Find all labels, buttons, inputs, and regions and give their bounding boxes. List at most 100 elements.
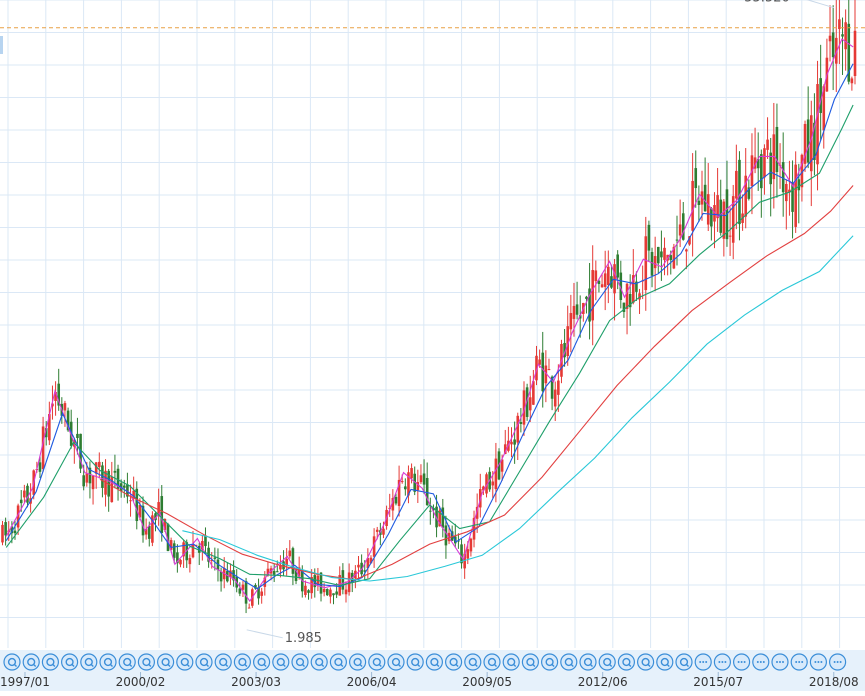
- event-marker-icon[interactable]: [329, 653, 347, 671]
- y-scroll-handle[interactable]: [0, 36, 3, 54]
- event-marker-icon[interactable]: [137, 653, 155, 671]
- candle-body: [304, 585, 307, 595]
- candle-body: [635, 281, 638, 292]
- candle-body: [382, 528, 385, 535]
- candle-body: [728, 235, 732, 237]
- event-marker-icon[interactable]: [521, 653, 540, 671]
- event-marker-icon[interactable]: [617, 653, 636, 671]
- candle-body: [535, 355, 538, 381]
- candle-body: [369, 557, 373, 564]
- event-marker-icon[interactable]: [483, 653, 501, 671]
- event-marker-icon[interactable]: [790, 653, 808, 671]
- event-marker-icon[interactable]: [752, 653, 770, 671]
- event-marker-icon[interactable]: [349, 653, 367, 671]
- candle-body: [510, 441, 513, 445]
- event-marker-icon[interactable]: [636, 653, 655, 671]
- event-marker-icon[interactable]: [732, 653, 751, 671]
- event-marker-icon[interactable]: [272, 653, 290, 671]
- event-marker-icon[interactable]: [118, 653, 136, 671]
- candle-body: [794, 164, 797, 227]
- event-marker-icon[interactable]: [157, 653, 175, 671]
- candle-body: [791, 182, 794, 212]
- candle-body: [135, 488, 139, 522]
- event-marker-icon[interactable]: [579, 653, 597, 671]
- event-marker-icon[interactable]: [425, 653, 443, 671]
- candle-body: [144, 529, 148, 535]
- candle-body: [475, 506, 479, 519]
- candle-body: [344, 589, 348, 595]
- candle-body: [760, 154, 763, 189]
- candle-body: [163, 518, 167, 531]
- event-marker-icon[interactable]: [99, 653, 117, 671]
- event-marker-icon[interactable]: [828, 653, 847, 671]
- candle-body: [607, 266, 610, 286]
- event-marker-icon[interactable]: [694, 653, 712, 671]
- candle-body: [432, 508, 435, 511]
- candle-body: [722, 201, 726, 239]
- candle-body: [485, 474, 488, 494]
- event-marker-icon[interactable]: [3, 653, 21, 671]
- candle-body: [494, 458, 498, 490]
- candle-body: [816, 84, 819, 165]
- event-marker-icon[interactable]: [214, 653, 232, 671]
- event-marker-icon[interactable]: [368, 653, 386, 671]
- candle-body: [588, 288, 591, 322]
- candle-body: [591, 270, 594, 321]
- candle-body: [282, 561, 285, 570]
- event-marker-icon[interactable]: [195, 653, 213, 671]
- candle-body: [597, 280, 601, 285]
- event-marker-icon[interactable]: [445, 653, 463, 671]
- candle-body: [747, 187, 751, 199]
- candle-body: [600, 284, 604, 288]
- event-marker-icon[interactable]: [540, 653, 559, 671]
- candle-body: [263, 577, 267, 587]
- event-marker-icon[interactable]: [291, 653, 309, 671]
- candle-body: [803, 123, 807, 164]
- event-marker-icon[interactable]: [464, 653, 482, 671]
- event-marker-icon[interactable]: [502, 653, 520, 671]
- candle-body: [48, 414, 51, 441]
- candle-body: [425, 477, 429, 506]
- candle-body: [513, 439, 516, 445]
- candle-body: [210, 559, 214, 562]
- event-marker-icon[interactable]: [253, 653, 271, 671]
- candle-body: [325, 589, 329, 596]
- candle-body: [226, 571, 229, 582]
- event-marker-icon[interactable]: [80, 653, 98, 671]
- event-marker-icon[interactable]: [176, 653, 194, 671]
- event-marker-icon[interactable]: [310, 653, 328, 671]
- candles: [1, 0, 857, 614]
- event-marker-icon[interactable]: [656, 653, 674, 671]
- candle-body: [785, 183, 788, 202]
- event-marker-icon[interactable]: [60, 653, 79, 671]
- candle-body: [738, 159, 741, 225]
- candle-body: [244, 581, 248, 604]
- candle-body: [76, 433, 79, 439]
- candle-body: [26, 485, 29, 503]
- candle-body: [329, 589, 332, 597]
- event-marker-icon[interactable]: [771, 653, 789, 671]
- candle-body: [500, 459, 504, 472]
- event-marker-icon[interactable]: [233, 653, 251, 671]
- candle-body: [831, 32, 835, 58]
- event-marker-icon[interactable]: [598, 653, 616, 671]
- candle-body: [566, 326, 570, 357]
- event-marker-icon[interactable]: [713, 653, 732, 671]
- event-marker-icon[interactable]: [41, 653, 60, 671]
- candle-body: [94, 462, 98, 474]
- event-marker-icon[interactable]: [22, 653, 40, 671]
- event-markers[interactable]: [3, 653, 847, 671]
- high-leader-line: [806, 0, 834, 9]
- event-marker-icon[interactable]: [406, 653, 424, 671]
- candle-body: [438, 510, 441, 527]
- candle-body: [241, 584, 245, 590]
- candle-body: [110, 476, 114, 503]
- candle-body: [272, 570, 276, 575]
- x-tick-label: 2015/07: [693, 675, 743, 689]
- candle-body: [847, 23, 851, 82]
- event-marker-icon[interactable]: [387, 653, 405, 671]
- candle-body: [54, 392, 57, 401]
- event-marker-icon[interactable]: [809, 653, 828, 671]
- event-marker-icon[interactable]: [675, 653, 693, 671]
- event-marker-icon[interactable]: [560, 653, 578, 671]
